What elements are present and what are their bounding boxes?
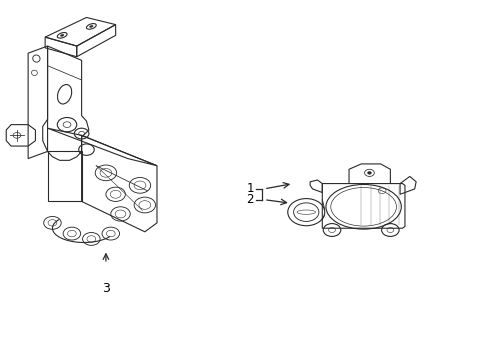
Text: 1: 1 xyxy=(246,183,254,195)
Circle shape xyxy=(367,171,371,174)
Ellipse shape xyxy=(89,25,93,27)
Ellipse shape xyxy=(60,34,64,36)
Text: 2: 2 xyxy=(246,193,254,206)
Text: 3: 3 xyxy=(102,282,110,295)
